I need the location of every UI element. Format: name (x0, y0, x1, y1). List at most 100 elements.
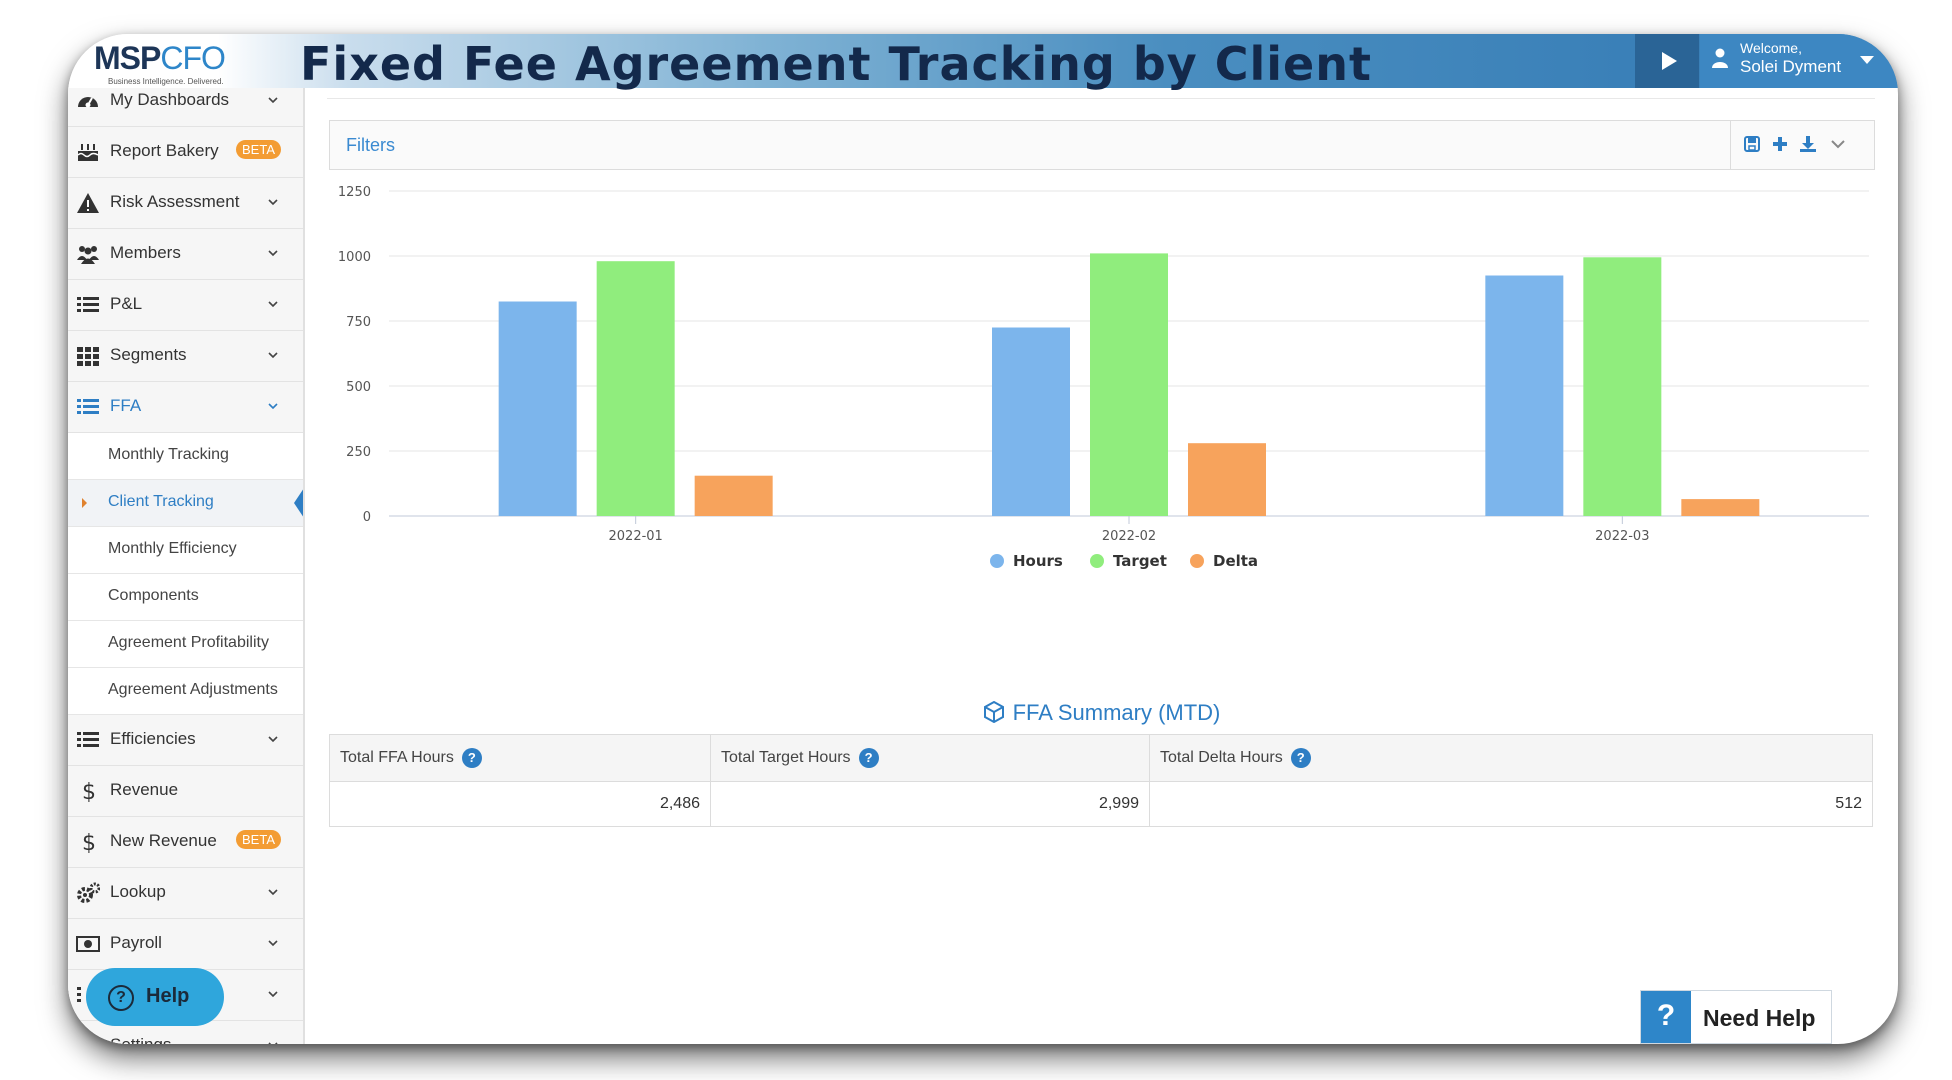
y-tick-label: 250 (346, 445, 371, 460)
question-icon: ? (1641, 991, 1691, 1043)
dollar-icon: $ (82, 780, 96, 802)
list-icon (77, 297, 99, 312)
legend-swatch (1190, 554, 1204, 568)
sidebar-item-report-bakery[interactable]: Report Bakery BETA (68, 127, 303, 178)
logo[interactable]: MSPCFO Business Intelligence. Delivered. (94, 40, 294, 86)
sidebar-item-label: Settings (110, 1035, 171, 1044)
cake-icon (77, 144, 99, 161)
user-menu[interactable]: Welcome, Solei Dyment (1700, 34, 1898, 88)
active-indicator (294, 488, 303, 518)
filters-label: Filters (346, 135, 395, 155)
dashboard-icon (78, 97, 98, 108)
sidebar-item-members[interactable]: Members (68, 229, 303, 280)
chevron-down-icon (268, 991, 278, 998)
list-icon (77, 732, 99, 747)
summary-table: Total FFA Hours? Total Target Hours? Tot… (329, 734, 1873, 827)
y-tick-label: 0 (363, 510, 371, 525)
cube-icon (983, 701, 1004, 723)
sidebar-item-payroll[interactable]: Payroll (68, 919, 303, 970)
sidebar-item-settings[interactable]: Settings (68, 1021, 303, 1044)
filter-toolbar (1730, 121, 1875, 169)
x-tick-label: 2022-02 (1102, 529, 1156, 544)
gear-icon (79, 1037, 97, 1044)
legend-label: Hours (1013, 552, 1063, 570)
sidebar-item-new-revenue[interactable]: $ New Revenue BETA (68, 817, 303, 868)
sidebar: My Dashboards Report Bakery BETA Risk As… (68, 88, 305, 1044)
sidebar-item-revenue[interactable]: $ Revenue (68, 766, 303, 817)
legend-label: Target (1113, 552, 1167, 570)
x-tick-label: 2022-01 (609, 529, 663, 544)
sidebar-item-label: My Dashboards (110, 90, 230, 109)
sidebar-subitem-monthly-efficiency[interactable]: Monthly Efficiency (68, 527, 303, 574)
play-button[interactable] (1635, 34, 1699, 88)
beta-badge: BETA (236, 830, 281, 849)
sidebar-subitem-label: Components (108, 587, 199, 604)
table-row: 2,486 2,999 512 (329, 781, 1873, 827)
svg-text:$: $ (82, 780, 96, 802)
logo-wordmark: MSPCFO (94, 40, 226, 76)
need-help-widget[interactable]: ? Need Help (1640, 990, 1832, 1044)
add-icon[interactable] (1771, 135, 1789, 153)
sidebar-subitem-agreement-profitability[interactable]: Agreement Profitability (68, 621, 303, 668)
sidebar-item-risk-assessment[interactable]: Risk Assessment (68, 178, 303, 229)
sidebar-item-my-dashboards[interactable]: My Dashboards (68, 88, 303, 127)
chevron-down-icon (268, 199, 278, 206)
bar-delta (1681, 499, 1760, 516)
svg-text:$: $ (82, 831, 96, 853)
grid-icon (77, 347, 99, 366)
sidebar-subitem-label: Agreement Adjustments (108, 681, 278, 698)
chevron-down-icon[interactable] (1829, 135, 1847, 153)
chevron-down-icon (268, 940, 278, 947)
sidebar-item-label: Payroll (110, 933, 162, 952)
info-icon[interactable]: ? (858, 748, 879, 768)
table-cell: 2,486 (329, 781, 711, 827)
sidebar-item-label: Report Bakery (110, 141, 219, 160)
sidebar-subitem-monthly-tracking[interactable]: Monthly Tracking (68, 433, 303, 480)
bar-hours (498, 301, 577, 516)
sidebar-subitem-client-tracking[interactable]: Client Tracking (68, 480, 303, 527)
sidebar-item-pl[interactable]: P&L (68, 280, 303, 331)
y-tick-label: 1250 (338, 185, 371, 200)
table-cell: 512 (1149, 781, 1873, 827)
help-icon: ? (108, 985, 134, 1011)
sidebar-subitem-label: Monthly Tracking (108, 446, 229, 463)
caret-right-icon (82, 498, 87, 508)
logo-tagline: Business Intelligence. Delivered. (108, 77, 224, 86)
sidebar-item-segments[interactable]: Segments (68, 331, 303, 382)
table-header-cell: Total Target Hours? (710, 734, 1150, 782)
sidebar-subitem-components[interactable]: Components (68, 574, 303, 621)
user-icon (1712, 48, 1728, 68)
top-header: MSPCFO Business Intelligence. Delivered.… (68, 34, 1898, 88)
download-icon[interactable] (1799, 135, 1817, 153)
save-icon[interactable] (1743, 135, 1761, 153)
summary-title: FFA Summary (MTD) (305, 700, 1898, 726)
sidebar-item-lookup[interactable]: Lookup (68, 868, 303, 919)
chevron-down-icon (268, 301, 278, 308)
sidebar-item-efficiencies[interactable]: Efficiencies (68, 715, 303, 766)
main-content: Filters 0 250 500 750 1000 1250 2022-01 2022-02… (305, 88, 1898, 1044)
sidebar-item-label: FFA (110, 396, 142, 415)
table-header-cell: Total FFA Hours? (329, 734, 711, 782)
warning-icon (77, 193, 99, 213)
y-tick-label: 750 (346, 315, 371, 330)
need-help-label: Need Help (1703, 1005, 1816, 1031)
filters-panel[interactable]: Filters (329, 120, 1875, 170)
info-icon[interactable]: ? (461, 748, 482, 768)
money-icon (76, 936, 100, 952)
chevron-down-icon (268, 1042, 278, 1044)
sidebar-item-ffa[interactable]: FFA (68, 382, 303, 433)
play-icon (1661, 52, 1677, 70)
sidebar-item-label: New Revenue (110, 831, 217, 850)
dollar-icon: $ (82, 831, 96, 853)
help-button[interactable]: ? Help (86, 968, 224, 1026)
app-window: MSPCFO Business Intelligence. Delivered.… (68, 34, 1898, 1044)
x-tick-label: 2022-03 (1595, 529, 1649, 544)
y-tick-label: 1000 (338, 250, 371, 265)
summary-title-text: FFA Summary (MTD) (1012, 700, 1221, 725)
bar-hours (1485, 275, 1564, 516)
caret-down-icon (1860, 56, 1874, 64)
info-icon[interactable]: ? (1290, 748, 1311, 768)
sidebar-subitem-agreement-adjustments[interactable]: Agreement Adjustments (68, 668, 303, 715)
legend-swatch (990, 554, 1004, 568)
table-cell: 2,999 (710, 781, 1150, 827)
